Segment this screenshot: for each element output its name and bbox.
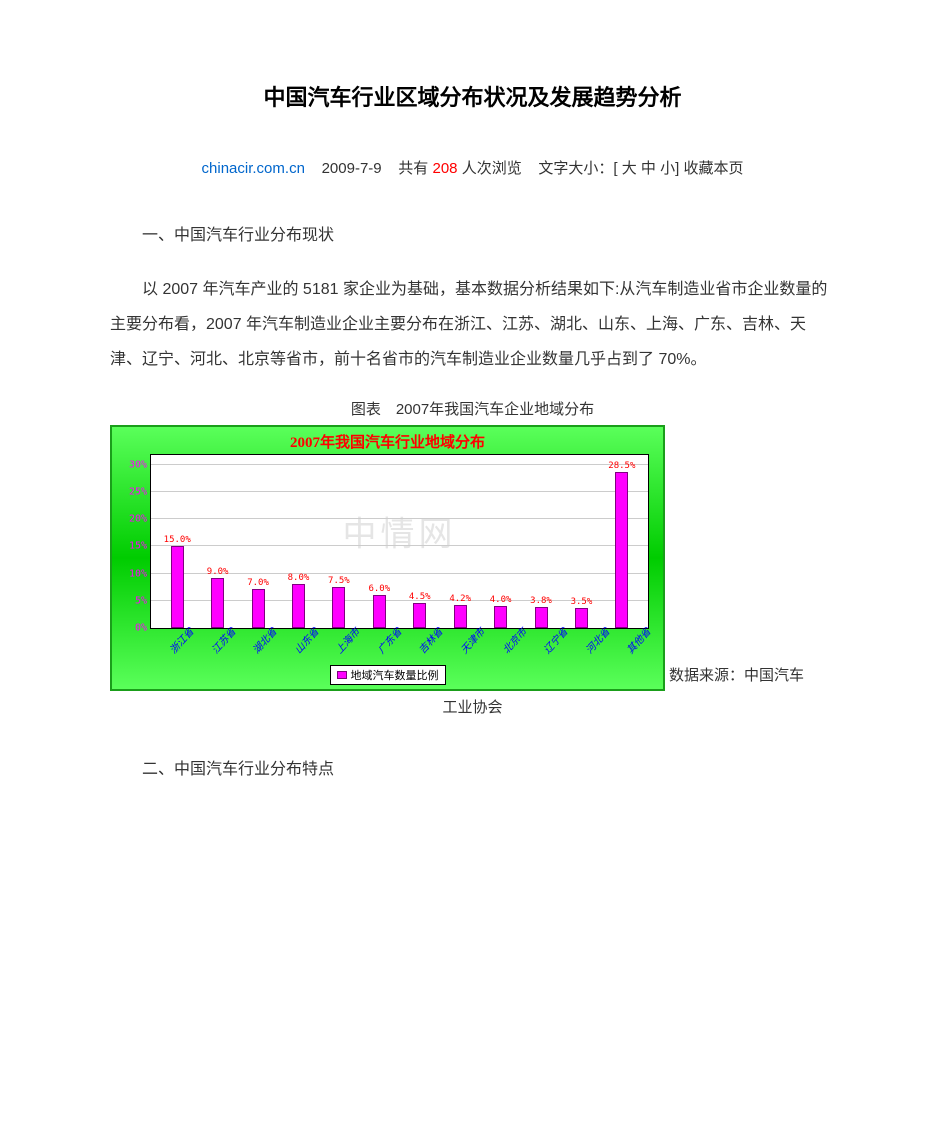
bar: [252, 589, 265, 627]
bar: [171, 546, 184, 628]
bar-slot: 4.2%: [440, 455, 480, 628]
bar-value-label: 4.0%: [490, 595, 512, 605]
y-tick-label: 0%: [135, 622, 147, 633]
font-small-button[interactable]: 小: [660, 160, 675, 177]
bar-slot: 8.0%: [278, 455, 318, 628]
favorite-link[interactable]: 收藏本页: [683, 160, 743, 177]
bar-slot: 9.0%: [197, 455, 237, 628]
publish-date: 2009-7-9: [322, 160, 382, 177]
bar-value-label: 7.5%: [328, 576, 350, 586]
bar-slot: 6.0%: [359, 455, 399, 628]
bar: [292, 584, 305, 628]
views-prefix: 共有: [398, 160, 428, 177]
chart-caption: 图表 2007年我国汽车企业地域分布: [110, 398, 835, 419]
bar-slot: 4.0%: [480, 455, 520, 628]
views-suffix: 人次浏览: [462, 160, 522, 177]
bar: [373, 595, 386, 628]
bar-value-label: 3.8%: [530, 596, 552, 606]
font-bracket-close: ]: [675, 160, 679, 177]
bar: [332, 587, 345, 628]
paragraph-1: 以 2007 年汽车产业的 5181 家企业为基础，基本数据分析结果如下:从汽车…: [110, 272, 835, 378]
chart-x-axis: 浙江省江苏省湖北省山东省上海市广东省吉林省天津市北京市辽宁省河北省其他省: [150, 629, 649, 663]
bar: [575, 608, 588, 627]
bar-slot: 15.0%: [157, 455, 197, 628]
views-count: 208: [432, 160, 457, 177]
y-tick-label: 15%: [129, 541, 147, 552]
bar-slot: 7.0%: [238, 455, 278, 628]
section-1-heading: 一、中国汽车行业分布现状: [110, 220, 835, 252]
bar-value-label: 6.0%: [368, 584, 390, 594]
bar-value-label: 4.2%: [449, 594, 471, 604]
chart-plot-area: 中情网 0%5%10%15%20%25%30% 15.0%9.0%7.0%8.0…: [150, 454, 649, 629]
distribution-chart: 2007年我国汽车行业地域分布 中情网 0%5%10%15%20%25%30% …: [110, 425, 665, 691]
bar-value-label: 15.0%: [164, 535, 191, 545]
bar-value-label: 9.0%: [207, 567, 229, 577]
data-source-cont: 工业协会: [110, 691, 835, 724]
bar: [454, 605, 467, 628]
bar-slot: 3.8%: [521, 455, 561, 628]
bar: [615, 472, 628, 628]
legend-swatch-icon: [337, 671, 347, 679]
page-title: 中国汽车行业区域分布状况及发展趋势分析: [110, 80, 835, 112]
chart-inner-title: 2007年我国汽车行业地域分布: [122, 431, 653, 452]
bar-value-label: 7.0%: [247, 578, 269, 588]
bar-slot: 7.5%: [319, 455, 359, 628]
bar: [413, 603, 426, 628]
font-medium-button[interactable]: 中: [641, 160, 656, 177]
source-link[interactable]: chinacir.com.cn: [202, 160, 305, 177]
bar-value-label: 28.5%: [608, 461, 635, 471]
y-tick-label: 30%: [129, 460, 147, 471]
bar-value-label: 3.5%: [571, 597, 593, 607]
chart-y-axis: 0%5%10%15%20%25%30%: [121, 455, 149, 628]
bar-value-label: 8.0%: [288, 573, 310, 583]
y-tick-label: 20%: [129, 514, 147, 525]
bar: [535, 607, 548, 628]
y-tick-label: 10%: [129, 568, 147, 579]
chart-bars: 15.0% 9.0% 7.0% 8.0% 7.5% 6.0% 4.5% 4.2% 4.0% 3.8…: [157, 455, 642, 628]
bar-value-label: 4.5%: [409, 592, 431, 602]
bar: [494, 606, 507, 628]
section-2-heading: 二、中国汽车行业分布特点: [110, 754, 835, 786]
y-tick-label: 5%: [135, 595, 147, 606]
font-large-button[interactable]: 大: [622, 160, 637, 177]
y-tick-label: 25%: [129, 487, 147, 498]
bar: [211, 578, 224, 627]
bar-slot: 4.5%: [400, 455, 440, 628]
meta-line: chinacir.com.cn 2009-7-9 共有 208 人次浏览 文字大…: [110, 152, 835, 185]
data-source-inline: 数据来源：中国汽车: [669, 661, 804, 691]
bar-slot: 3.5%: [561, 455, 601, 628]
font-size-label: 文字大小：[: [538, 160, 617, 177]
bar-slot: 28.5%: [602, 455, 642, 628]
